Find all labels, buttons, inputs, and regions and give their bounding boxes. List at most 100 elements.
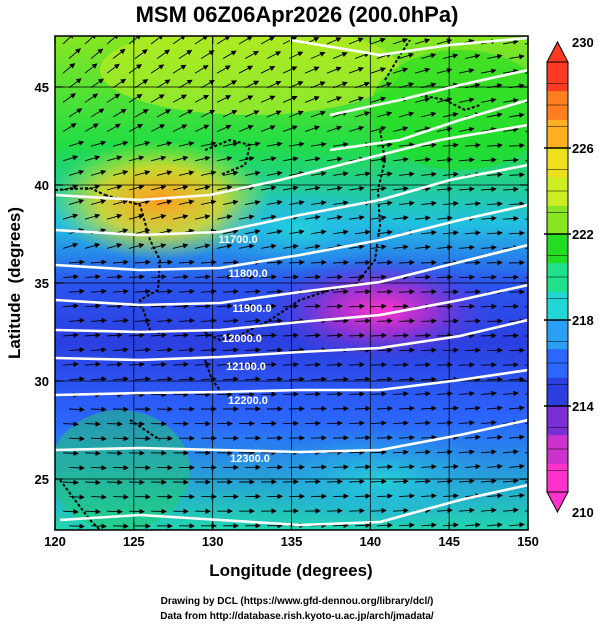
wind-arrow: [398, 171, 415, 177]
wind-arrow: [370, 332, 387, 339]
wind-arrow: [398, 142, 415, 148]
wind-arrow: [282, 332, 299, 339]
wind-arrow: [156, 109, 171, 118]
wind-arrow: [266, 288, 283, 295]
wind-arrow: [436, 157, 453, 163]
wind-arrow: [62, 184, 79, 191]
wind-arrow: [376, 464, 393, 470]
wind-arrow: [502, 215, 519, 222]
wind-arrow: [134, 347, 151, 353]
wind-arrow: [84, 361, 101, 368]
wind-arrow: [414, 156, 431, 163]
wind-arrow: [420, 229, 437, 236]
wind-arrow: [156, 317, 173, 324]
wind-arrow: [194, 214, 211, 220]
wind-arrow: [326, 332, 343, 339]
wind-arrow: [370, 244, 387, 250]
wind-arrow: [150, 361, 167, 368]
wind-arrow: [288, 81, 304, 89]
wind-arrow: [134, 199, 151, 206]
wind-arrow: [486, 112, 503, 118]
wind-arrow: [106, 450, 123, 456]
contour-line: [55, 123, 528, 202]
wind-arrow: [178, 376, 195, 382]
wind-arrow: [326, 508, 343, 514]
wind-arrow: [84, 242, 101, 249]
wind-arrow: [304, 361, 321, 368]
wind-arrow: [376, 229, 393, 236]
wind-arrow: [442, 171, 459, 178]
wind-arrow: [354, 347, 371, 353]
wind-arrow: [354, 52, 370, 60]
wind-arrow: [326, 156, 343, 162]
wind-arrow: [332, 288, 349, 295]
wind-arrow: [90, 169, 107, 176]
contour-label: 12300.0: [230, 453, 270, 465]
wind-arrow: [464, 347, 481, 353]
wind-arrow: [310, 200, 327, 206]
wind-arrow: [90, 108, 105, 118]
wind-arrow: [222, 80, 238, 89]
colorbar-segment: [547, 62, 568, 92]
y-axis-label: Latitude (degrees): [5, 207, 24, 359]
wind-arrow: [222, 376, 239, 382]
wind-arrow: [486, 142, 503, 149]
wind-arrow: [266, 229, 283, 235]
wind-arrow: [442, 200, 459, 207]
wind-arrow: [398, 111, 415, 118]
wind-arrow: [194, 243, 211, 249]
wind-arrow: [304, 274, 321, 280]
wind-arrow: [90, 347, 107, 353]
wind-arrow: [420, 82, 437, 89]
y-tick-label: 35: [35, 276, 49, 291]
wind-arrow: [90, 140, 107, 147]
wind-arrow: [480, 362, 497, 368]
wind-arrow: [531, 495, 546, 497]
contour-line: [329, 98, 528, 152]
wind-arrow: [486, 83, 503, 89]
wind-arrow: [502, 127, 519, 133]
wind-arrow: [420, 318, 437, 324]
colorbar-segment: [547, 463, 568, 493]
wind-arrow: [480, 507, 497, 513]
wind-arrow: [348, 508, 365, 514]
wind-arrow: [348, 449, 365, 456]
contour-label: 11900.0: [232, 303, 271, 315]
wind-arrow: [134, 288, 151, 295]
wind-arrow: [392, 244, 409, 250]
wind-arrow: [376, 434, 393, 441]
wind-arrow: [106, 93, 121, 103]
wind-arrow: [304, 303, 321, 309]
wind-arrow: [150, 274, 167, 280]
wind-arrow: [348, 420, 365, 426]
contour-line: [55, 418, 528, 454]
wind-arrow: [458, 126, 475, 133]
wind-arrow: [414, 38, 431, 45]
wind-arrow: [326, 478, 343, 485]
wind-arrow: [348, 66, 364, 74]
wind-arrow: [172, 274, 189, 280]
wind-arrow: [172, 303, 189, 309]
wind-arrow: [128, 94, 143, 103]
wind-arrow: [480, 215, 497, 222]
contour-line: [55, 243, 528, 307]
wind-arrow: [332, 81, 348, 89]
wind-arrow: [172, 36, 186, 45]
wind-arrow: [354, 376, 371, 382]
wind-arrow: [326, 125, 343, 133]
wind-arrow: [266, 110, 282, 118]
wind-arrow: [260, 303, 277, 309]
wind-arrow: [106, 361, 123, 368]
wind-arrow: [436, 303, 453, 310]
wind-arrow: [442, 318, 459, 324]
wind-arrow: [502, 449, 519, 455]
wind-arrow: [68, 140, 85, 147]
warm-anomaly-north: [100, 36, 400, 115]
colorbar: 210 214 218 222 226 230: [544, 35, 594, 520]
wind-arrow: [68, 198, 85, 206]
wind-arrow: [480, 390, 497, 397]
wind-arrow: [392, 332, 409, 339]
wind-arrow: [354, 81, 371, 89]
wind-arrow: [62, 213, 79, 220]
wind-arrow: [398, 52, 415, 60]
